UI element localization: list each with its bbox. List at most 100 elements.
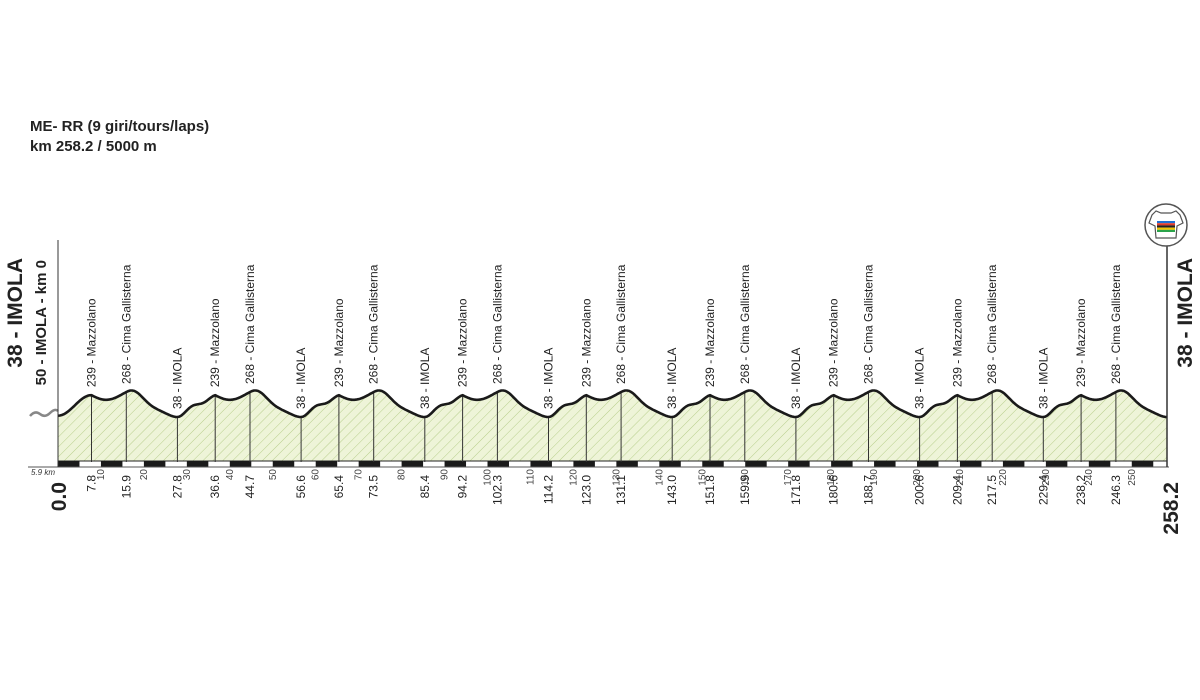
ruler-segment: [229, 461, 252, 467]
profile-line: [57, 389, 1168, 419]
axis-tick-label: 190: [869, 469, 880, 486]
axis-tick-label: 40: [225, 469, 236, 481]
ruler-segment: [1002, 461, 1025, 467]
waypoint-name: 268 - Cima Gallisterna: [119, 264, 133, 384]
ruler-segment: [487, 461, 509, 467]
ruler-segment: [573, 461, 595, 467]
waypoint-km: 246.3: [1109, 475, 1123, 505]
axis-tick-label: 160: [740, 469, 751, 486]
axis-tick-label: 230: [1041, 469, 1052, 486]
km-ruler: [57, 460, 1168, 468]
ruler-segment: [272, 461, 295, 467]
axis-tick-label: 170: [783, 469, 794, 486]
ruler-segment: [959, 461, 982, 467]
ruler-segment: [788, 461, 810, 467]
race-header: ME- RR (9 giri/tours/laps) km 258.2 / 50…: [30, 117, 209, 157]
axis-tick-label: 250: [1127, 469, 1138, 486]
ruler-segment: [702, 461, 724, 467]
waypoint-name: 239 - Mazzolano: [332, 298, 346, 387]
ruler-segment: [315, 461, 338, 467]
ruler-segment: [100, 461, 123, 467]
waypoint-km: 200.6: [913, 475, 927, 505]
ruler-segment: [659, 461, 681, 467]
waypoint-km: 151.8: [703, 475, 717, 505]
axis-tick-label: 70: [354, 469, 365, 481]
ruler-segment: [58, 461, 80, 467]
waypoint-name: 268 - Cima Gallisterna: [490, 264, 504, 384]
waypoint-name: 38 - IMOLA: [789, 348, 803, 409]
waypoint-name: 268 - Cima Gallisterna: [367, 264, 381, 384]
waypoint-name: 268 - Cima Gallisterna: [1109, 264, 1123, 384]
waypoint-km: 188.7: [861, 475, 875, 505]
start-location: 38 - IMOLA: [4, 258, 27, 368]
axis-tick-label: 30: [182, 469, 193, 481]
race-title: ME- RR (9 giri/tours/laps): [30, 118, 210, 135]
waypoint-km: 229.4: [1036, 475, 1050, 505]
waypoint-name: 38 - IMOLA: [170, 348, 184, 409]
waypoint-km: 85.4: [418, 475, 432, 499]
axis-tick-label: 80: [397, 469, 408, 481]
axis-tick-label: 120: [568, 469, 579, 486]
axis-tick-label: 60: [311, 469, 322, 481]
ruler-segment: [444, 461, 467, 467]
finish-location: 38 - IMOLA: [1174, 258, 1197, 368]
ruler-segment: [874, 461, 896, 467]
axis-tick-label: 130: [611, 469, 622, 486]
axis-tick-label: 210: [955, 469, 966, 486]
waypoint-km: 159.9: [738, 475, 752, 505]
waypoint-km: 131.1: [614, 475, 628, 505]
ruler-segment: [1045, 461, 1068, 467]
waypoint-name: 268 - Cima Gallisterna: [985, 264, 999, 384]
axis-tick-label: 10: [96, 469, 107, 481]
ruler-segment: [917, 461, 939, 467]
waypoint-km: 238.2: [1074, 475, 1088, 505]
waypoint-km: 56.6: [294, 475, 308, 499]
waypoint-km: 180.6: [827, 475, 841, 505]
axis-tick-label: 140: [654, 469, 665, 486]
waypoint-name: 38 - IMOLA: [542, 348, 556, 409]
ruler-segment: [616, 461, 638, 467]
waypoint-name: 239 - Mazzolano: [950, 298, 964, 387]
waypoint-km: 94.2: [456, 475, 470, 499]
waypoint-km: 143.0: [665, 475, 679, 505]
axis-tick-label: 150: [697, 469, 708, 486]
rainbow-jersey-icon: [1144, 203, 1188, 247]
waypoint-name: 38 - IMOLA: [1036, 348, 1050, 409]
waypoint-km: 15.9: [119, 475, 133, 499]
axis-tick-label: 180: [826, 469, 837, 486]
waypoint-name: 38 - IMOLA: [418, 348, 432, 409]
race-distance-elevation: km 258.2 / 5000 m: [30, 138, 157, 155]
waypoint-km: 73.5: [367, 475, 381, 499]
ruler-segment: [358, 461, 381, 467]
waypoint-name: 38 - IMOLA: [913, 348, 927, 409]
waypoint-km: 44.7: [243, 475, 257, 499]
waypoint-name: 239 - Mazzolano: [579, 298, 593, 387]
waypoint-name: 38 - IMOLA: [665, 348, 679, 409]
waypoint-name: 239 - Mazzolano: [827, 298, 841, 387]
waypoint-name: 38 - IMOLA: [294, 348, 308, 409]
waypoint-km: 7.8: [85, 475, 99, 492]
ruler-segment: [1131, 461, 1154, 467]
ruler-segment: [831, 461, 853, 467]
ruler-segment: [401, 461, 424, 467]
axis-tick-label: 240: [1084, 469, 1095, 486]
waypoint-name: 268 - Cima Gallisterna: [738, 264, 752, 384]
ruler-segment: [745, 461, 767, 467]
axis-tick-label: 220: [998, 469, 1009, 486]
ruler-segment: [186, 461, 209, 467]
ruler-segment: [143, 461, 166, 467]
waypoint-km: 217.5: [985, 475, 999, 505]
waypoint-km: 209.4: [950, 475, 964, 505]
waypoint-km: 65.4: [332, 475, 346, 499]
lap-offset-label: 5.9 km: [31, 468, 55, 477]
waypoint-km: 36.6: [208, 475, 222, 499]
waypoint-name: 239 - Mazzolano: [208, 298, 222, 387]
waypoint-name: 239 - Mazzolano: [85, 298, 99, 387]
waypoint-km: 114.2: [542, 475, 556, 504]
waypoint-name: 239 - Mazzolano: [703, 298, 717, 387]
axis-tick-label: 90: [440, 469, 451, 481]
axis-tick-label: 50: [268, 469, 279, 481]
profile-hatch: [58, 390, 1167, 462]
ruler-segment: [530, 461, 552, 467]
